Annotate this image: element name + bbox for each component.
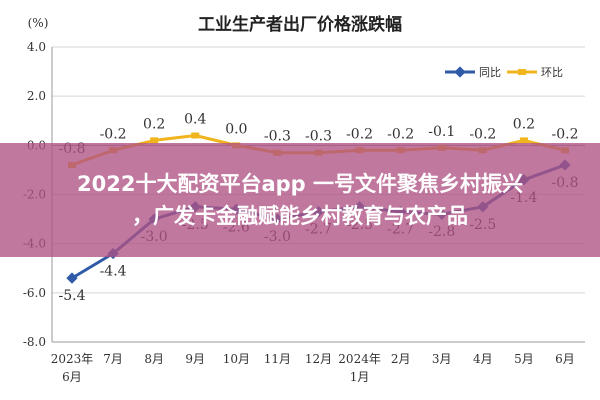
x-tick-label: 2024年 — [338, 352, 381, 366]
series-mom-data-label: 0.4 — [184, 112, 206, 128]
series-mom-point — [519, 137, 528, 144]
legend-mom-marker — [518, 69, 526, 75]
series-mom-data-label: -0.3 — [264, 129, 291, 145]
series-mom-data-label: 0.2 — [513, 116, 535, 132]
x-tick-label: 2月 — [391, 352, 411, 366]
chart-title: 工业生产者出厂价格涨跌幅 — [198, 14, 402, 35]
series-mom-data-label: -0.2 — [100, 126, 127, 142]
x-tick-label: 6月 — [555, 352, 575, 366]
series-mom-data-label: -0.2 — [346, 126, 373, 142]
series-mom-data-label: -0.2 — [469, 126, 496, 142]
promo-banner: 2022十大配资平台app 一号文件聚焦乡村振兴 ，广发卡金融赋能乡村教育与农产… — [0, 143, 600, 257]
x-tick-label: 4月 — [473, 352, 493, 366]
x-tick-label: 11月 — [264, 352, 291, 366]
legend-yoy-marker — [454, 66, 466, 78]
series-mom-data-label: -0.3 — [305, 129, 332, 145]
x-tick-label: 10月 — [223, 352, 250, 366]
series-mom-data-label: 0.0 — [225, 121, 247, 137]
x-tick-label: 3月 — [432, 352, 452, 366]
legend-mom-label: 环比 — [541, 66, 563, 79]
series-mom-point — [191, 132, 200, 139]
promo-banner-line-2: ，广发卡金融赋能乡村教育与农产品 — [132, 204, 468, 228]
x-tick-label: 7月 — [103, 352, 123, 366]
y-tick-label: 2.0 — [27, 89, 46, 103]
legend-yoy-label: 同比 — [479, 66, 501, 79]
x-tick-label: 9月 — [185, 352, 205, 366]
x-tick-label: 1月 — [350, 370, 370, 384]
x-tick-label: 12月 — [305, 352, 332, 366]
x-tick-label: 5月 — [514, 352, 534, 366]
series-mom-data-label: -0.2 — [552, 126, 579, 142]
x-tick-label: 6月 — [62, 370, 82, 384]
series-mom-point — [150, 137, 159, 144]
x-tick-label: 2023年 — [51, 352, 94, 366]
promo-banner-line-1: 2022十大配资平台app 一号文件聚焦乡村振兴 — [77, 172, 523, 196]
x-tick-label: 8月 — [144, 352, 164, 366]
series-mom-data-label: 0.2 — [143, 116, 165, 132]
series-yoy-data-label: -5.4 — [59, 288, 86, 304]
series-mom-data-label: -0.1 — [428, 124, 455, 140]
y-tick-label: 4.0 — [27, 40, 46, 54]
y-tick-label: -8.0 — [23, 335, 46, 349]
series-mom-data-label: -0.2 — [387, 126, 414, 142]
legend: 同比 环比 — [445, 66, 563, 79]
y-unit-label: (%) — [28, 16, 49, 30]
y-tick-label: -6.0 — [23, 286, 46, 300]
series-yoy-data-label: -4.4 — [100, 264, 127, 280]
